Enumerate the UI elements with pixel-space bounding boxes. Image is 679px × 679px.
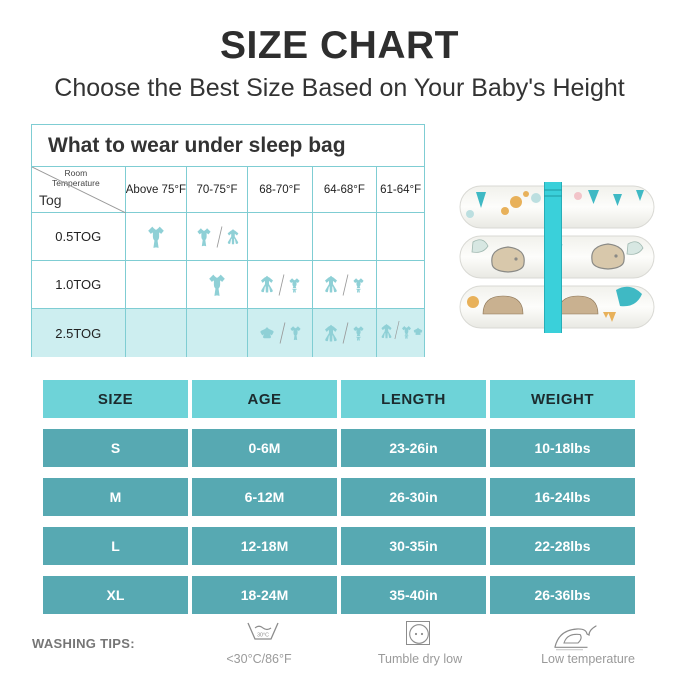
- svg-text:30°C: 30°C: [257, 633, 269, 639]
